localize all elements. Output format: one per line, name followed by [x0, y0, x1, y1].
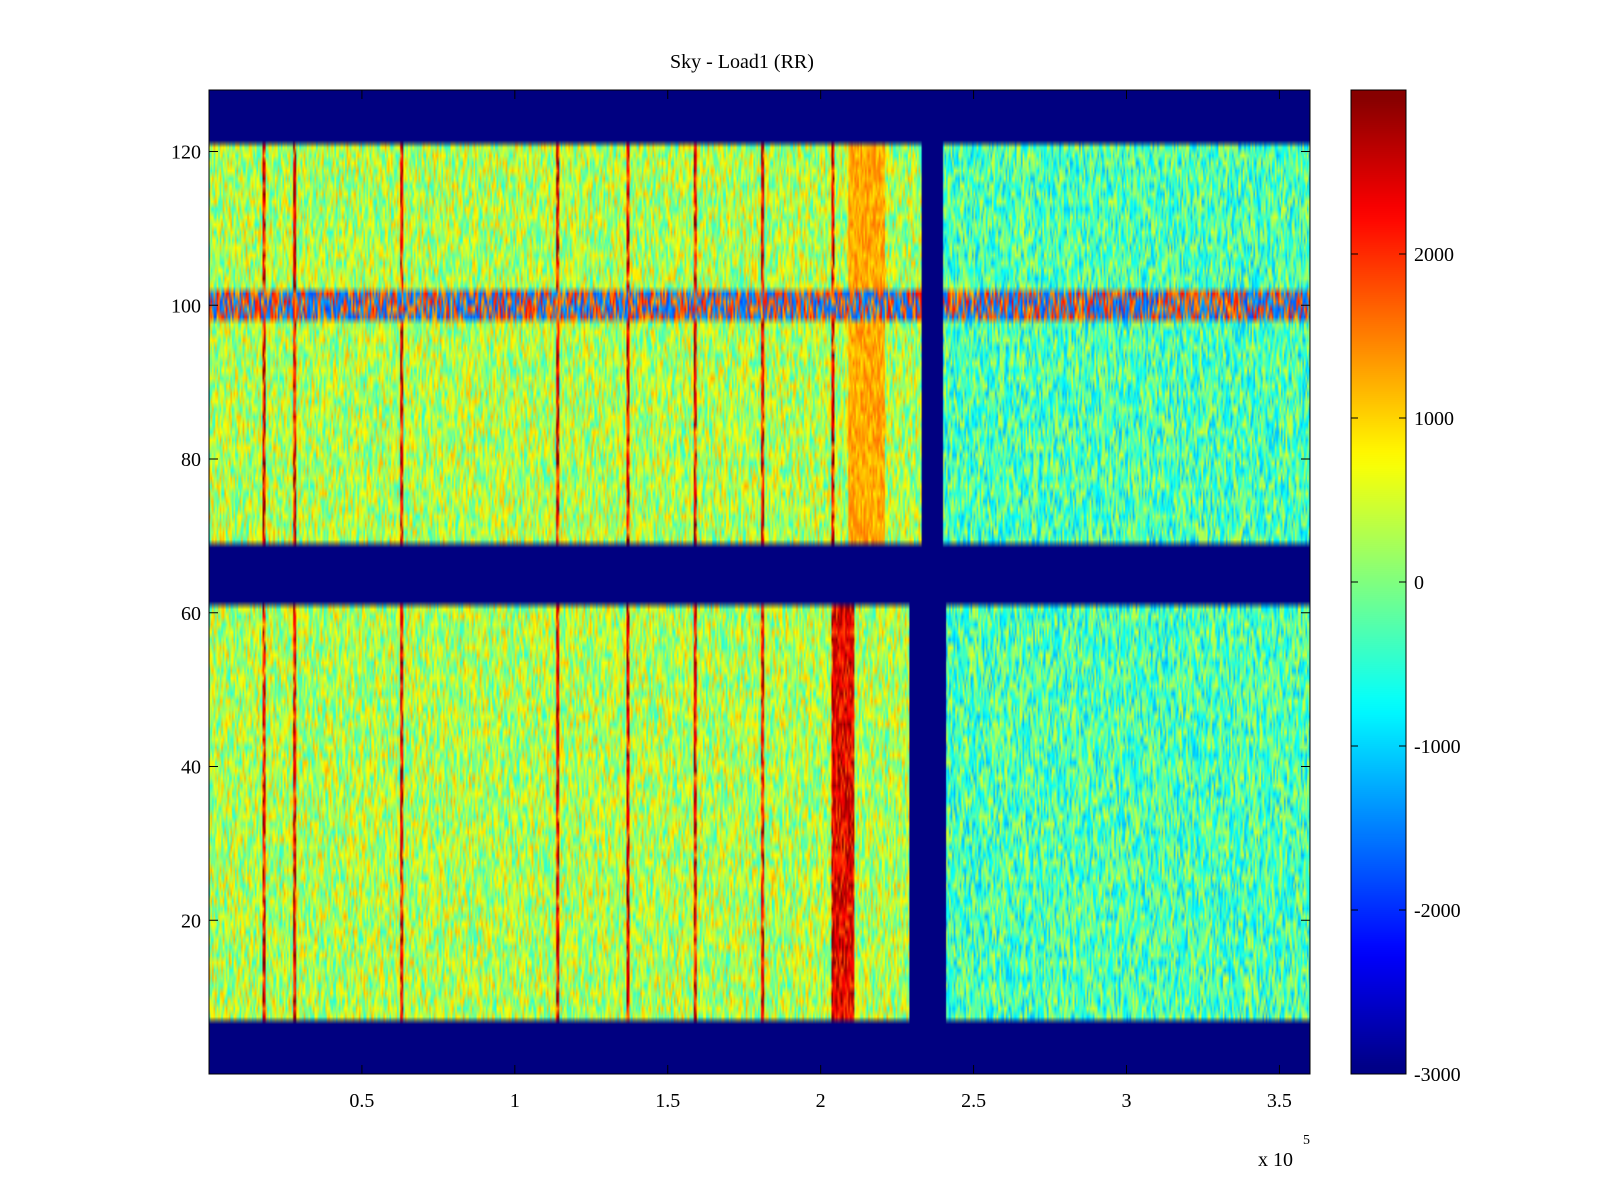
- x-tick-label: 3: [1122, 1090, 1132, 1112]
- colorbar-tick-label: -3000: [1414, 1064, 1461, 1086]
- x-tick-label: 1.5: [655, 1090, 680, 1112]
- chart-title: Sky - Load1 (RR): [670, 51, 814, 73]
- x-tick-label: 2: [816, 1090, 826, 1112]
- y-tick-label: 80: [181, 449, 201, 471]
- x-tick-label: 2.5: [961, 1090, 986, 1112]
- y-tick-label: 40: [181, 757, 201, 779]
- y-axis-tick-labels: 20 40 60 80 100 120: [171, 142, 201, 933]
- colorbar-gradient: [1351, 90, 1406, 1074]
- heatmap-image: [209, 90, 1310, 1074]
- y-tick-label: 60: [181, 603, 201, 625]
- y-axis-ticks: [209, 151, 1310, 921]
- x-tick-label: 3.5: [1267, 1090, 1292, 1112]
- y-tick-label: 100: [171, 295, 201, 317]
- x-axis-ticks: [361, 90, 1280, 1074]
- x-exponent-label: x 10: [1258, 1149, 1293, 1171]
- heatmap-plot: 0.5 1 1.5 2 2.5 3 3.5 20 40 60 80 100 120 x 10 5: [171, 89, 1311, 1171]
- plot-frame: [208, 89, 1311, 1075]
- colorbar-ticks: [1351, 253, 1406, 1075]
- x-tick-label: 1: [510, 1090, 520, 1112]
- colorbar-tick-label: 2000: [1414, 244, 1454, 266]
- x-exponent-power: 5: [1303, 1133, 1310, 1148]
- x-axis-tick-labels: 0.5 1 1.5 2 2.5 3 3.5: [349, 1090, 1292, 1112]
- colorbar-tick-label: 0: [1414, 572, 1424, 594]
- colorbar-tick-labels: -3000 -2000 -1000 0 1000 2000: [1414, 244, 1461, 1086]
- y-tick-label: 120: [171, 142, 201, 164]
- colorbar-tick-label: -1000: [1414, 736, 1461, 758]
- colorbar: -3000 -2000 -1000 0 1000 2000: [1350, 89, 1461, 1086]
- colorbar-tick-label: -2000: [1414, 900, 1461, 922]
- x-tick-label: 0.5: [349, 1090, 374, 1112]
- colorbar-tick-label: 1000: [1414, 408, 1454, 430]
- y-tick-label: 20: [181, 910, 201, 932]
